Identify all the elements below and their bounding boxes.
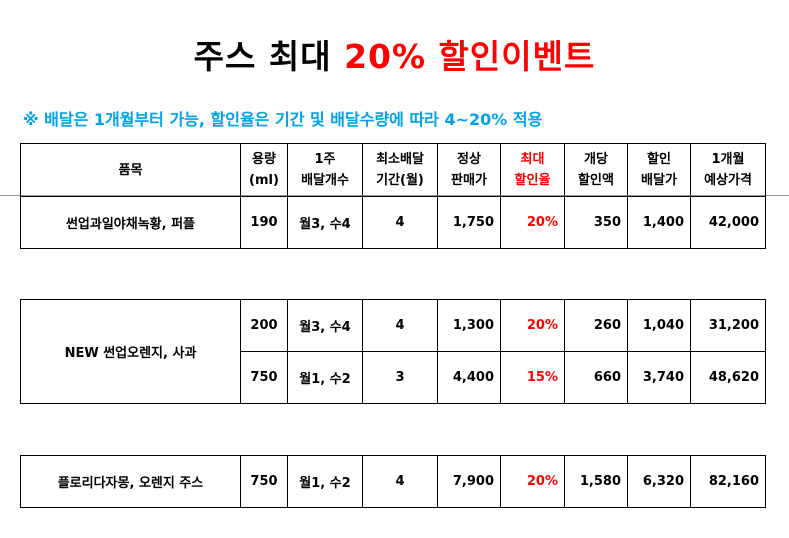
cell-discount-price: 6,320 — [627, 455, 691, 508]
price-table-1: 품목 용량 (ml) 1주 배달개수 최소배달 기간(월) 정상 판매가 최대 할인율 개… — [20, 143, 766, 249]
cell-max-discount: 15% — [500, 351, 565, 404]
cell-list-price: 1,750 — [437, 196, 501, 249]
price-table-2: NEW 썬업오렌지, 사과 200 월3, 수4 4 1,300 20% 260… — [20, 299, 766, 404]
price-table-3: 플로리다자몽, 오렌지 주스 750 월1, 수2 4 7,900 20% 1,… — [20, 455, 766, 508]
cell-unit-discount: 1,580 — [564, 455, 628, 508]
header-weekly: 1주 배달개수 — [287, 143, 363, 197]
page-title: 주스 최대 20% 할인이벤트 — [0, 30, 789, 80]
header-discount-price: 할인 배달가 — [627, 143, 691, 197]
cell-unit-discount: 660 — [564, 351, 628, 404]
cell-unit-discount: 350 — [564, 196, 628, 249]
header-max-discount: 최대 할인율 — [500, 143, 565, 197]
header-item: 품목 — [20, 143, 241, 197]
cell-volume: 750 — [240, 455, 288, 508]
cell-monthly: 31,200 — [690, 299, 766, 352]
cell-min-period: 4 — [362, 299, 438, 352]
header-monthly: 1개월 예상가격 — [690, 143, 766, 197]
title-main: 주스 최대 — [193, 37, 345, 76]
cell-discount-price: 1,400 — [627, 196, 691, 249]
cell-weekly: 월1, 수2 — [287, 455, 363, 508]
cell-item: 썬업과일야채녹황, 퍼플 — [20, 196, 241, 249]
cell-min-period: 3 — [362, 351, 438, 404]
cell-min-period: 4 — [362, 196, 438, 249]
cell-min-period: 4 — [362, 455, 438, 508]
cell-list-price: 7,900 — [437, 455, 501, 508]
cell-monthly: 42,000 — [690, 196, 766, 249]
table-header-row: 품목 용량 (ml) 1주 배달개수 최소배달 기간(월) 정상 판매가 최대 할인율 개… — [20, 143, 766, 197]
cell-volume: 200 — [240, 299, 288, 352]
header-volume: 용량 (ml) — [240, 143, 288, 197]
cell-unit-discount: 260 — [564, 299, 628, 352]
table-row: 썬업과일야채녹황, 퍼플 190 월3, 수4 4 1,750 20% 350 … — [20, 196, 766, 249]
header-list-price: 정상 판매가 — [437, 143, 501, 197]
title-highlight: 20% 할인이벤트 — [344, 37, 596, 76]
cell-discount-price: 1,040 — [627, 299, 691, 352]
cell-max-discount: 20% — [500, 455, 565, 508]
table-row: 플로리다자몽, 오렌지 주스 750 월1, 수2 4 7,900 20% 1,… — [20, 455, 766, 508]
cell-weekly: 월3, 수4 — [287, 196, 363, 249]
cell-monthly: 82,160 — [690, 455, 766, 508]
cell-weekly: 월1, 수2 — [287, 351, 363, 404]
cell-list-price: 4,400 — [437, 351, 501, 404]
cell-list-price: 1,300 — [437, 299, 501, 352]
cell-volume: 750 — [240, 351, 288, 404]
cell-max-discount: 20% — [500, 299, 565, 352]
cell-discount-price: 3,740 — [627, 351, 691, 404]
cell-volume: 190 — [240, 196, 288, 249]
table-row: 750 월1, 수2 3 4,400 15% 660 3,740 48,620 — [21, 351, 766, 404]
cell-weekly: 월3, 수4 — [287, 299, 363, 352]
cell-max-discount: 20% — [500, 196, 565, 249]
cell-item: NEW 썬업오렌지, 사과 — [20, 299, 241, 404]
header-min-period: 최소배달 기간(월) — [362, 143, 438, 197]
delivery-notice: ※ 배달은 1개월부터 가능, 할인율은 기간 및 배달수량에 따라 4~20%… — [23, 110, 543, 129]
header-unit-discount: 개당 할인액 — [564, 143, 628, 197]
cell-monthly: 48,620 — [690, 351, 766, 404]
cell-item: 플로리다자몽, 오렌지 주스 — [20, 455, 241, 508]
table-row: NEW 썬업오렌지, 사과 200 월3, 수4 4 1,300 20% 260… — [20, 299, 766, 404]
